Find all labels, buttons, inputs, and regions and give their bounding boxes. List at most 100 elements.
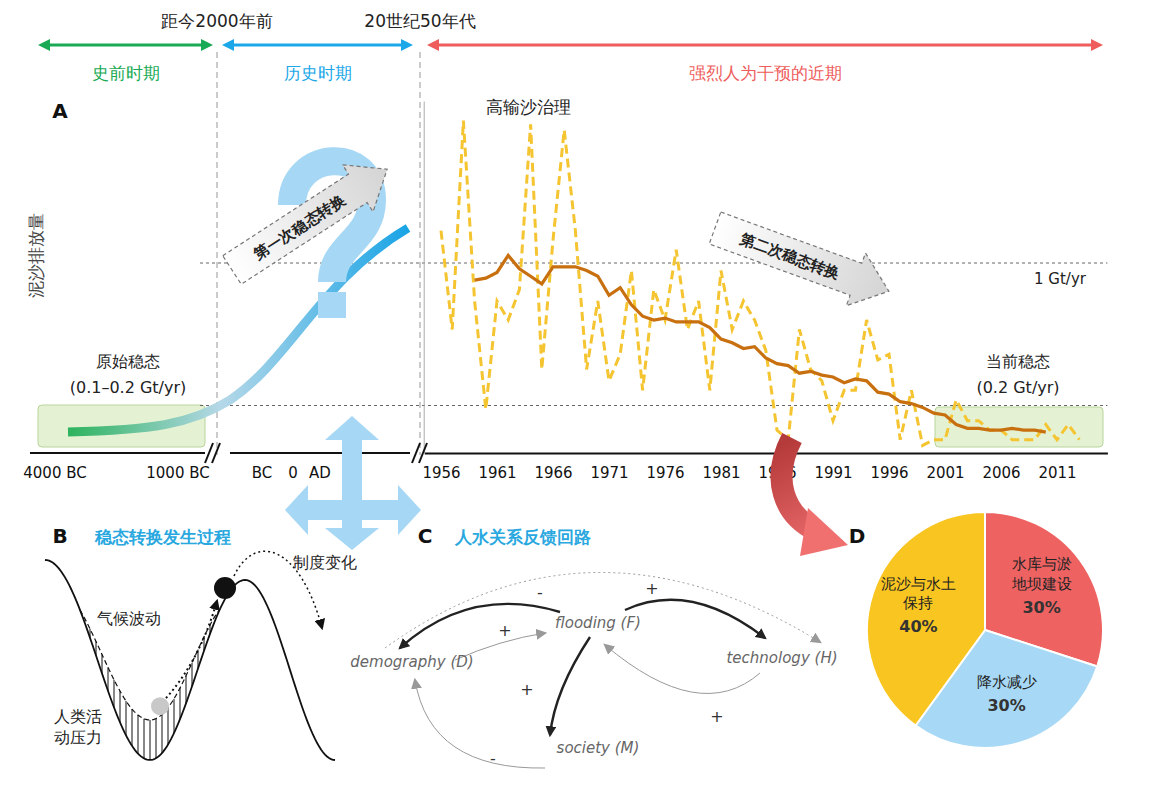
edge-sign: + — [710, 707, 723, 726]
arrow-shaft — [306, 500, 400, 520]
arrow-head — [1091, 39, 1103, 51]
tick-label: BC — [252, 464, 273, 482]
arrow-body — [705, 202, 898, 318]
tick-label: 1996 — [870, 464, 908, 482]
y-axis-line — [424, 102, 425, 454]
slice-label: 泥沙与水土保持 — [881, 575, 956, 613]
x-axis: 1956196119661971197619811986199119962001… — [422, 453, 1107, 482]
period-arrow — [222, 39, 413, 51]
hatch — [162, 714, 163, 753]
hatch — [120, 691, 121, 722]
annotation: 原始稳态 — [96, 352, 160, 371]
edge-sign: - — [537, 583, 543, 602]
text-line: 水库与淤 — [1012, 555, 1072, 573]
data-label: 30% — [1022, 598, 1060, 617]
tick: 1971 — [590, 453, 628, 482]
hatch — [138, 715, 139, 754]
tick-label: 1981 — [702, 464, 740, 482]
panel-label: A — [52, 99, 68, 123]
tick: 1961 — [478, 453, 516, 482]
hatch — [180, 688, 181, 719]
arrow-body — [217, 146, 403, 294]
period-label: 历史时期 — [284, 63, 352, 83]
hatch — [108, 667, 109, 691]
tick-label: 1961 — [478, 464, 516, 482]
feedback-edge — [400, 604, 560, 648]
arrow-head — [325, 416, 379, 440]
tick-label: 1991 — [814, 464, 852, 482]
arrow-head — [401, 39, 413, 51]
grid-line — [200, 405, 1107, 406]
tick-label: 2011 — [1038, 464, 1076, 482]
tick: 1976 — [646, 453, 684, 482]
plot-area — [441, 121, 1079, 446]
panel-label: C — [418, 524, 433, 548]
tick-label: 2001 — [926, 464, 964, 482]
tick: 1956 — [422, 453, 460, 482]
hatch — [102, 654, 103, 673]
arrow-shaft — [46, 44, 205, 47]
panel-title: 稳态转换发生过程 — [94, 527, 231, 547]
y-axis-title: 泥沙排放量 — [26, 213, 46, 298]
period-label: 史前时期 — [92, 63, 160, 83]
question-dot — [318, 292, 346, 318]
feedback-edge — [415, 680, 545, 768]
pie-slice — [867, 512, 985, 725]
annotation: 当前稳态 — [986, 352, 1050, 371]
annotation: (0.2 Gt/yr) — [976, 378, 1059, 397]
node-label: demography (D) — [350, 653, 473, 671]
text-line: 保持 — [903, 594, 933, 612]
tick: 1991 — [814, 453, 852, 482]
axis-line — [425, 453, 1108, 455]
tick-label: 1971 — [590, 464, 628, 482]
tick: 2006 — [982, 453, 1020, 482]
tick: 2011 — [1038, 453, 1076, 482]
annotation: 高输沙治理 — [486, 97, 571, 117]
arrow-head — [325, 528, 379, 550]
arrow-label: 第二次稳态转换 — [736, 230, 842, 283]
tick: 1966 — [534, 453, 572, 482]
period-divider — [216, 52, 218, 455]
state-ball — [151, 697, 169, 715]
hatch — [126, 701, 127, 735]
axis-break — [205, 443, 213, 463]
edge-sign: + — [645, 579, 658, 598]
axis-line — [230, 452, 410, 454]
tick: 1996 — [870, 453, 908, 482]
hatch — [96, 641, 97, 655]
tick: 2001 — [926, 453, 964, 482]
hatch — [144, 719, 145, 759]
potential-curve — [45, 560, 335, 760]
arrow-shaft — [230, 44, 405, 47]
transition-arrow: 第二次稳态转换 — [705, 202, 898, 318]
reference-label: 1 Gt/yr — [1034, 270, 1087, 288]
hatch — [168, 708, 169, 745]
slice-label: 水库与淤地坝建设 — [1011, 555, 1072, 593]
time-mark: 距今2000年前 — [161, 11, 272, 31]
diagram-label: 气候波动 — [97, 609, 161, 628]
feedback-edge — [625, 600, 765, 638]
text-line: 动压力 — [54, 728, 102, 747]
data-line — [475, 255, 1046, 432]
text-line: 地坝建设 — [1011, 575, 1072, 593]
axis-line — [30, 452, 205, 454]
axis-break — [419, 443, 427, 463]
arrow-head — [38, 39, 50, 51]
hatch — [192, 663, 193, 687]
hatch — [210, 625, 211, 634]
period-arrow — [427, 39, 1103, 51]
diagram-label: 制度变化 — [293, 553, 357, 572]
arrow-head — [201, 39, 213, 51]
potential-curve-shifted — [80, 609, 220, 720]
tick-label: 2006 — [982, 464, 1020, 482]
hatch — [156, 719, 157, 759]
state-ball — [214, 577, 236, 599]
hatch — [114, 680, 115, 708]
period-divider — [419, 52, 421, 455]
figure: 史前时期历史时期强烈人为干预的近期距今2000年前20世纪50年代A泥沙排放量第… — [0, 0, 1164, 808]
hatch — [90, 629, 91, 638]
data-label: 40% — [899, 617, 937, 636]
panel-title: 人水关系反馈回路 — [454, 527, 591, 547]
text-line: 人类活 — [54, 707, 102, 726]
hatch — [174, 699, 175, 733]
